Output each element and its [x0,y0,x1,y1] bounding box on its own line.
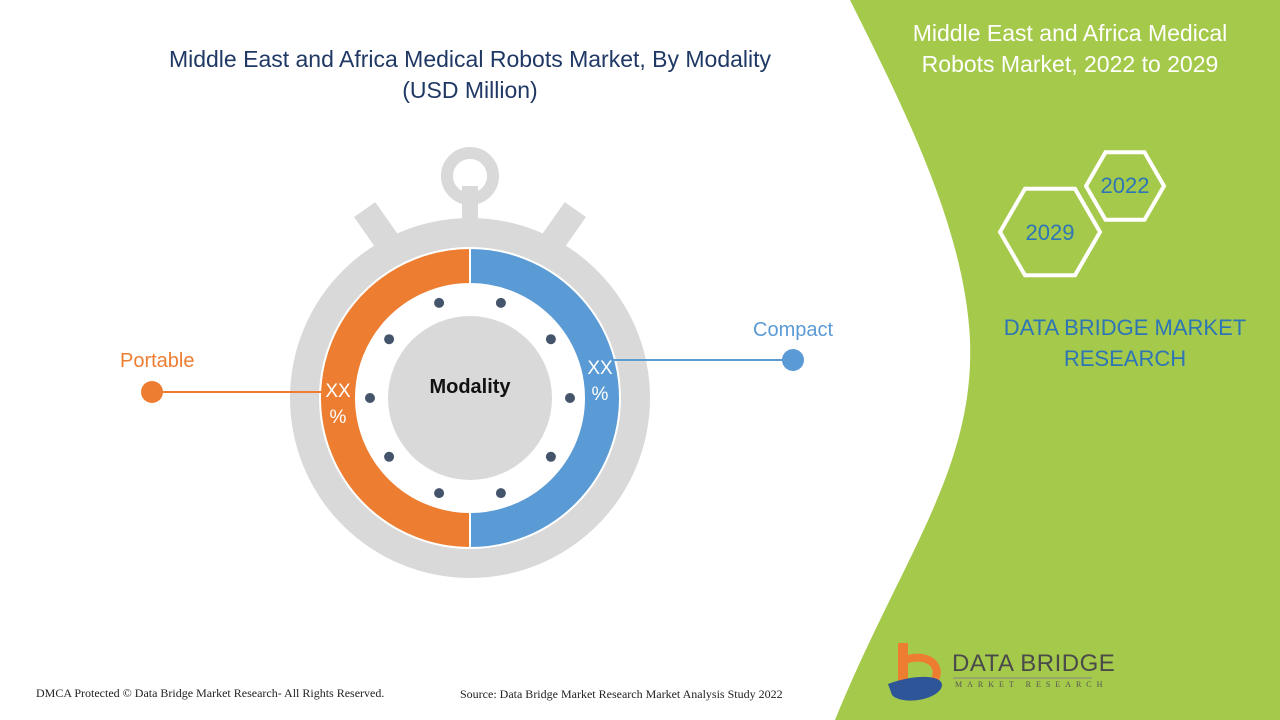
side-panel-title: Middle East and Africa Medical Robots Ma… [880,18,1260,80]
center-hub [388,316,552,480]
green-side-panel [835,0,1280,720]
dial-dot [434,297,445,308]
hexagon-2022 [1083,150,1167,222]
dial-dot [384,451,395,462]
data-bridge-logo-icon [888,643,1092,701]
dial-dot [495,488,506,499]
legend-compact: Compact [753,319,834,341]
data-label-compact: XX % [587,358,613,405]
brand-text: DATA BRIDGE MARKET RESEARCH [980,312,1270,374]
legend-portable: Portable [120,350,195,372]
dial-dot [545,334,556,345]
chart-title-line2: (USD Million) [402,77,538,103]
dial-dot [495,297,506,308]
dial-dot [565,393,575,403]
dial-dot [545,451,556,462]
side-title-line2: Robots Market, 2022 to 2029 [921,51,1219,77]
chart-title-line1: Middle East and Africa Medical Robots Ma… [168,46,772,72]
portable-marker [141,381,163,403]
hexagon-2029 [997,186,1103,278]
brand-line1: DATA BRIDGE MARKET [1003,315,1247,340]
dial-dot [365,393,375,403]
year-2029: 2029 [1025,220,1075,245]
chart-title: Middle East and Africa Medical Robots Ma… [100,44,840,106]
logo-tagline: MARKET RESEARCH [955,680,1108,689]
dial-dot [384,334,395,345]
center-label: Modality [429,376,511,398]
dial-dot [434,488,445,499]
logo-name: DATA BRIDGE [952,650,1116,677]
compact-marker [782,349,804,371]
data-label-portable: XX % [325,381,351,428]
year-2022: 2022 [1100,173,1150,198]
side-title-line1: Middle East and Africa Medical [912,20,1228,46]
footer-copyright: DMCA Protected © Data Bridge Market Rese… [36,686,385,700]
footer-source: Source: Data Bridge Market Research Mark… [460,687,783,701]
brand-line2: RESEARCH [1063,346,1187,371]
